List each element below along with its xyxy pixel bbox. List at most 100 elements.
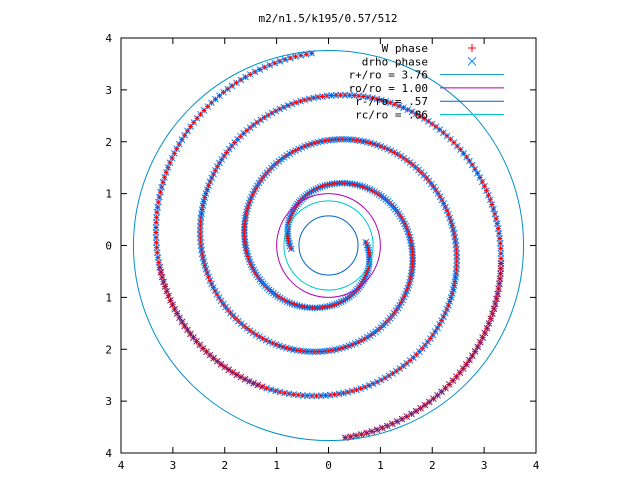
- w-phase-point: [427, 336, 433, 342]
- w-phase-point: [481, 183, 487, 189]
- w-phase-point: [400, 363, 406, 369]
- w-phase-point: [369, 95, 375, 101]
- legend-label: rc/ro = .86: [355, 109, 428, 122]
- w-phase-point: [169, 155, 175, 161]
- w-phase-point: [362, 384, 368, 390]
- x-tick-label: 3: [170, 459, 177, 472]
- w-phase-point: [454, 143, 460, 149]
- drho-phase-point: [425, 398, 433, 406]
- w-phase-point: [212, 96, 218, 102]
- w-phase-point: [497, 240, 503, 246]
- reference-circle: [276, 193, 381, 298]
- drho-phase-point: [430, 395, 437, 403]
- w-phase-point: [353, 137, 359, 143]
- w-phase-point: [155, 204, 161, 210]
- w-phase-point: [226, 146, 232, 152]
- w-phase-point: [440, 130, 446, 136]
- w-phase-point: [277, 58, 283, 64]
- w-phase-point: [153, 230, 159, 236]
- w-phase-point: [448, 295, 454, 300]
- w-phase-point: [450, 226, 456, 232]
- w-phase-point: [204, 187, 210, 193]
- w-phase-point: [358, 386, 364, 392]
- drho-phase-point: [466, 356, 473, 364]
- w-phase-point: [437, 127, 443, 133]
- w-phase-point: [293, 54, 299, 60]
- w-phase-point: [311, 95, 317, 101]
- w-phase-point: [153, 240, 159, 246]
- drho-phase-point: [368, 428, 376, 435]
- w-phase-point: [256, 180, 262, 186]
- w-phase-point: [209, 100, 215, 106]
- w-phase-point: [342, 92, 348, 98]
- w-phase-point: [198, 211, 204, 217]
- legend-marker: [467, 56, 477, 66]
- w-phase-point: [154, 209, 160, 215]
- drho-phase-point: [158, 273, 166, 281]
- w-phase-point: [370, 381, 376, 387]
- w-phase-point: [422, 342, 428, 348]
- drho-phase-point: [217, 360, 225, 368]
- w-phase-point: [494, 221, 500, 227]
- drho-phase-point: [474, 343, 482, 351]
- w-phase-point: [241, 130, 247, 136]
- w-phase-point: [223, 304, 229, 310]
- w-phase-point: [289, 101, 295, 107]
- w-phase-point: [157, 189, 163, 195]
- w-phase-point: [267, 62, 273, 68]
- w-phase-point: [361, 138, 367, 144]
- w-phase-point: [419, 345, 425, 351]
- w-phase-point: [451, 282, 457, 288]
- w-phase-point: [282, 57, 288, 63]
- w-phase-point: [328, 93, 334, 99]
- w-phase-point: [404, 157, 410, 163]
- w-phase-point: [392, 101, 398, 107]
- drho-phase-point: [181, 322, 189, 330]
- w-phase-point: [496, 230, 502, 236]
- w-phase-point: [272, 60, 278, 66]
- plot-frame: [120, 37, 537, 454]
- w-phase-point: [224, 149, 230, 155]
- y-tick-label: 4: [105, 447, 112, 460]
- w-phase-point: [153, 235, 159, 241]
- w-phase-point: [313, 393, 319, 399]
- drho-phase-point: [187, 330, 194, 338]
- w-phase-point: [447, 215, 453, 221]
- drho-phase-point: [403, 413, 411, 420]
- w-phase-point: [199, 207, 205, 213]
- drho-phase-point: [459, 365, 467, 372]
- w-phase-point: [452, 234, 458, 240]
- legend-label: W phase: [382, 42, 428, 55]
- w-phase-point: [329, 347, 335, 353]
- x-tick-label: 1: [273, 459, 280, 472]
- w-phase-point: [281, 104, 287, 110]
- w-phase-point: [387, 100, 393, 106]
- drho-phase-point: [494, 290, 501, 298]
- w-phase-point: [198, 215, 204, 221]
- w-phase-point: [251, 122, 257, 128]
- drho-phase-point: [221, 363, 229, 371]
- w-phase-point: [202, 262, 208, 268]
- w-phase-point: [497, 235, 503, 241]
- w-phase-point: [199, 251, 205, 257]
- reference-circle: [298, 215, 359, 276]
- w-phase-point: [452, 238, 458, 244]
- w-phase-point: [281, 154, 287, 160]
- w-phase-point: [452, 278, 458, 284]
- w-phase-point: [295, 392, 301, 398]
- w-phase-point: [489, 201, 495, 207]
- w-phase-point: [294, 347, 300, 353]
- w-phase-point: [433, 124, 439, 130]
- w-phase-point: [322, 138, 328, 144]
- reference-circles: [132, 49, 525, 442]
- w-phase-point: [309, 393, 315, 399]
- w-phase-point: [162, 174, 168, 180]
- w-phase-point: [407, 358, 413, 364]
- w-phase-point: [410, 355, 416, 361]
- w-phase-point: [298, 52, 304, 58]
- w-phase-point: [395, 305, 401, 311]
- w-phase-point: [232, 140, 238, 146]
- drho-phase-point: [476, 338, 484, 346]
